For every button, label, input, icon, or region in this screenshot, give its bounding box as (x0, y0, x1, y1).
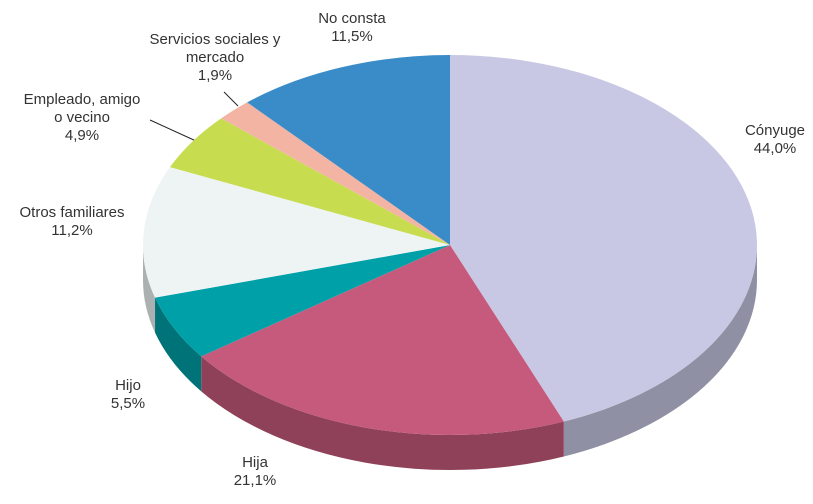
category-name: Hija (242, 454, 268, 471)
category-name: Hijo (115, 377, 141, 394)
slice-side (143, 245, 156, 333)
slice (201, 245, 564, 435)
category-name: Otros familiares (19, 204, 125, 221)
slice (169, 118, 450, 245)
value-label: 11,2% (51, 222, 93, 239)
slice (143, 167, 450, 298)
leader-line (149, 119, 197, 142)
category-name: No consta (318, 10, 386, 27)
slice-label: Hijo 5,5% (98, 377, 158, 413)
category-name: Empleado, amigo o vecino (23, 91, 141, 126)
value-label: 4,9% (64, 127, 100, 144)
slice-side (155, 297, 202, 392)
slice-label: Hija 21,1% (215, 454, 295, 490)
slice (221, 102, 450, 245)
value-label: 5,5% (110, 395, 146, 412)
value-label: 11,5% (331, 28, 373, 45)
leader-line (223, 91, 239, 107)
slice-label: Otros familiares 11,2% (0, 204, 152, 240)
category-name: Servicios sociales y mercado (149, 31, 281, 66)
slice-label: Empleado, amigo o vecino 4,9% (18, 91, 146, 145)
slice (450, 55, 758, 422)
slice-label: Cónyuge 44,0% (725, 122, 813, 158)
value-label: 44,0% (753, 140, 797, 157)
slice-side (563, 245, 757, 457)
slice-side (201, 356, 564, 470)
value-label: 1,9% (197, 67, 233, 84)
slice-label: No consta 11,5% (302, 10, 402, 46)
value-label: 21,1% (233, 472, 277, 489)
category-name: Cónyuge (744, 122, 806, 139)
slice (155, 245, 451, 357)
slice (247, 55, 450, 245)
slice-label: Servicios sociales y mercado 1,9% (149, 31, 281, 85)
